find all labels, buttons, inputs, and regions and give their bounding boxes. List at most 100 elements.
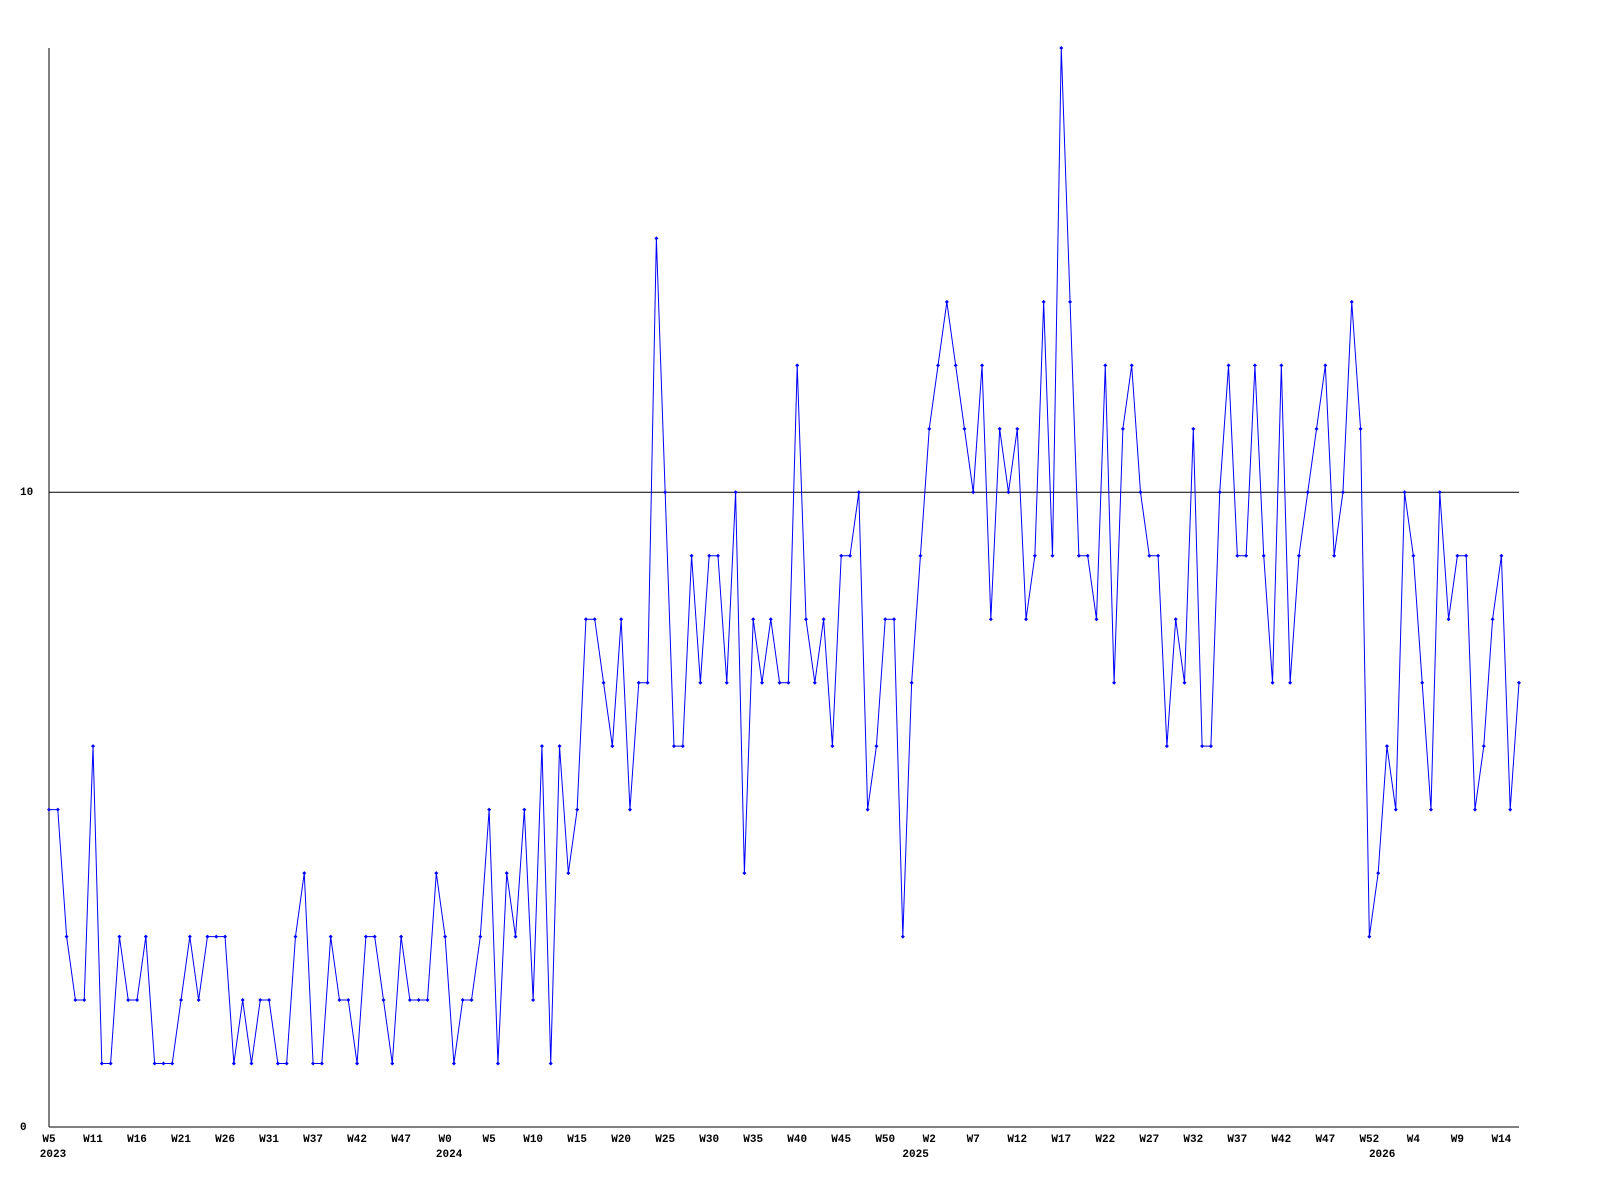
x-tick-label: W4 <box>1407 1134 1421 1146</box>
x-tick-label: W5 <box>483 1134 497 1146</box>
point-marker <box>812 680 817 685</box>
point-marker <box>883 617 888 622</box>
point-marker <box>1191 426 1196 431</box>
point-marker <box>1420 680 1425 685</box>
x-tick-label: W7 <box>967 1134 980 1146</box>
point-marker <box>1173 617 1178 622</box>
x-tick-label: W32 <box>1183 1134 1203 1146</box>
series-line <box>49 47 1520 1065</box>
point-marker <box>1068 299 1073 304</box>
point-marker <box>1349 299 1354 304</box>
x-tick-label: W52 <box>1359 1134 1379 1146</box>
point-marker <box>1472 807 1477 812</box>
point-marker <box>161 1061 166 1066</box>
point-marker <box>513 934 518 939</box>
point-marker <box>865 807 870 812</box>
point-marker <box>135 998 140 1003</box>
point-marker <box>804 617 809 622</box>
point-marker <box>1481 744 1486 749</box>
point-marker <box>1076 553 1081 558</box>
point-marker <box>707 553 712 558</box>
point-marker <box>1314 426 1319 431</box>
point-marker <box>170 1061 175 1066</box>
point-marker <box>1032 553 1037 558</box>
x-year-label: 2026 <box>1369 1149 1395 1161</box>
point-marker <box>258 998 263 1003</box>
point-marker <box>715 553 720 558</box>
point-marker <box>627 807 632 812</box>
point-marker <box>293 934 298 939</box>
point-marker <box>619 617 624 622</box>
x-tick-label: W47 <box>1315 1134 1335 1146</box>
point-marker <box>680 744 685 749</box>
point-marker <box>196 998 201 1003</box>
point-marker <box>126 998 131 1003</box>
point-marker <box>900 934 905 939</box>
point-marker <box>1059 46 1064 50</box>
point-marker <box>319 1061 324 1066</box>
point-marker <box>918 553 923 558</box>
point-marker <box>1340 490 1345 495</box>
point-marker <box>645 680 650 685</box>
x-year-label: 2023 <box>40 1149 67 1161</box>
point-marker <box>179 998 184 1003</box>
point-marker <box>953 363 958 368</box>
point-marker <box>416 998 421 1003</box>
x-tick-label: W17 <box>1051 1134 1071 1146</box>
point-marker <box>460 998 465 1003</box>
point-marker <box>478 934 483 939</box>
point-marker <box>355 1061 360 1066</box>
point-marker <box>1305 490 1310 495</box>
point-marker <box>1050 553 1055 558</box>
x-tick-label: W0 <box>439 1134 452 1146</box>
point-marker <box>1499 553 1504 558</box>
point-marker <box>372 934 377 939</box>
point-marker <box>777 680 782 685</box>
point-marker <box>1112 680 1117 685</box>
point-marker <box>848 553 853 558</box>
point-marker <box>936 363 941 368</box>
point-marker <box>275 1061 280 1066</box>
point-marker <box>205 934 210 939</box>
point-marker <box>1464 553 1469 558</box>
point-marker <box>1517 680 1521 685</box>
point-marker <box>231 1061 236 1066</box>
x-tick-label: W47 <box>391 1134 411 1146</box>
x-tick-label: W45 <box>831 1134 851 1146</box>
point-marker <box>575 807 580 812</box>
point-marker <box>751 617 756 622</box>
point-marker <box>830 744 835 749</box>
point-marker <box>522 807 527 812</box>
point-marker <box>451 1061 456 1066</box>
point-marker <box>1129 363 1134 368</box>
point-marker <box>1446 617 1451 622</box>
point-marker <box>1288 680 1293 685</box>
x-tick-label: W20 <box>611 1134 631 1146</box>
point-marker <box>724 680 729 685</box>
point-marker <box>539 744 544 749</box>
point-marker <box>944 299 949 304</box>
point-marker <box>1156 553 1161 558</box>
point-marker <box>1164 744 1169 749</box>
point-marker <box>962 426 967 431</box>
point-marker <box>91 744 96 749</box>
point-marker <box>143 934 148 939</box>
x-tick-label: W35 <box>743 1134 763 1146</box>
point-marker <box>733 490 738 495</box>
point-marker <box>1508 807 1513 812</box>
point-marker <box>1182 680 1187 685</box>
point-marker <box>108 1061 113 1066</box>
point-marker <box>856 490 861 495</box>
point-marker <box>1041 299 1046 304</box>
x-tick-label: W27 <box>1139 1134 1159 1146</box>
point-marker <box>1015 426 1020 431</box>
point-marker <box>1490 617 1495 622</box>
point-marker <box>927 426 932 431</box>
point-marker <box>698 680 703 685</box>
point-marker <box>768 617 773 622</box>
point-marker <box>821 617 826 622</box>
point-marker <box>566 871 571 876</box>
point-marker <box>487 807 492 812</box>
x-tick-label: W50 <box>875 1134 895 1146</box>
